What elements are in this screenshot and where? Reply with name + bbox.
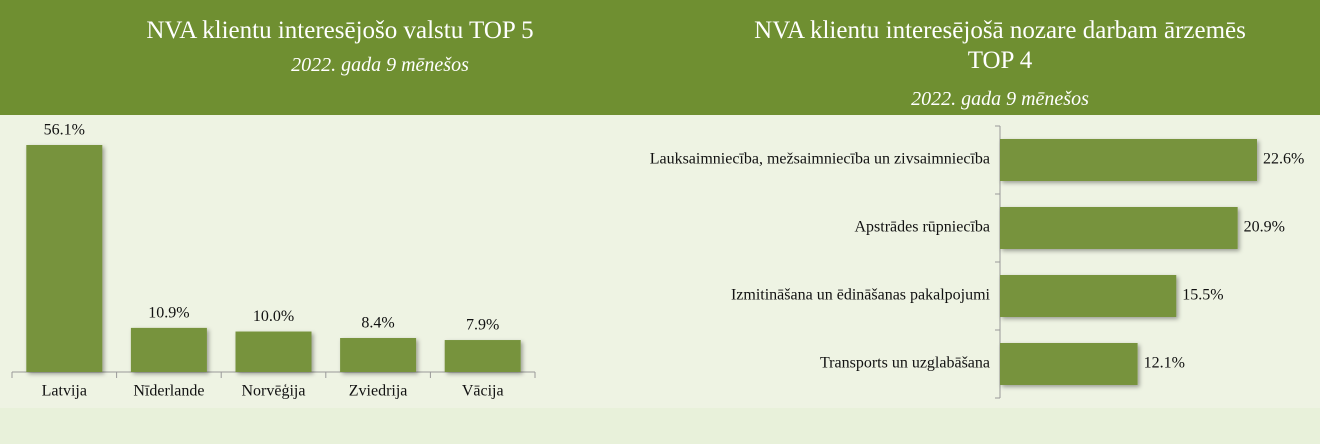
bar — [235, 331, 312, 372]
bar — [1000, 275, 1177, 317]
value-label: 20.9% — [1244, 219, 1285, 236]
chart-subtitle: 2022. gada 9 mēnešos — [291, 54, 469, 76]
x-tick-label: Latvija — [42, 383, 87, 400]
value-label: 8.4% — [361, 315, 394, 332]
y-tick-label: Apstrādes rūpniecība — [854, 219, 990, 236]
bar — [1000, 207, 1238, 249]
bar — [130, 327, 207, 372]
chart-title: NVA klientu interesējošā nozare darbam ā… — [754, 17, 1246, 74]
bar — [340, 338, 417, 372]
x-tick-label: Nīderlande — [133, 383, 204, 400]
bar — [26, 145, 103, 372]
value-label: 22.6% — [1263, 151, 1304, 168]
header-band — [0, 0, 1320, 115]
value-label: 15.5% — [1182, 287, 1223, 304]
x-tick-label: Zviedrija — [349, 383, 408, 400]
y-tick-label: Lauksaimniecība, mežsaimniecība un zivsa… — [650, 151, 990, 168]
chart-subtitle: 2022. gada 9 mēnešos — [911, 88, 1089, 110]
chart-title: NVA klientu interesējošo valstu TOP 5 — [146, 17, 534, 44]
value-label: 10.0% — [253, 308, 294, 325]
value-label: 10.9% — [148, 305, 189, 322]
value-label: 12.1% — [1144, 355, 1185, 372]
x-tick-label: Norvēģija — [242, 383, 306, 400]
bar — [1000, 343, 1138, 385]
value-label: 56.1% — [44, 122, 85, 139]
footer-band — [0, 408, 1320, 444]
y-tick-label: Izmitināšana un ēdināšanas pakalpojumi — [731, 287, 991, 304]
value-label: 7.9% — [466, 317, 499, 334]
bar — [1000, 139, 1257, 181]
bar — [444, 340, 521, 372]
y-tick-label: Transports un uzglabāšana — [820, 355, 990, 372]
x-tick-label: Vācija — [462, 383, 504, 400]
